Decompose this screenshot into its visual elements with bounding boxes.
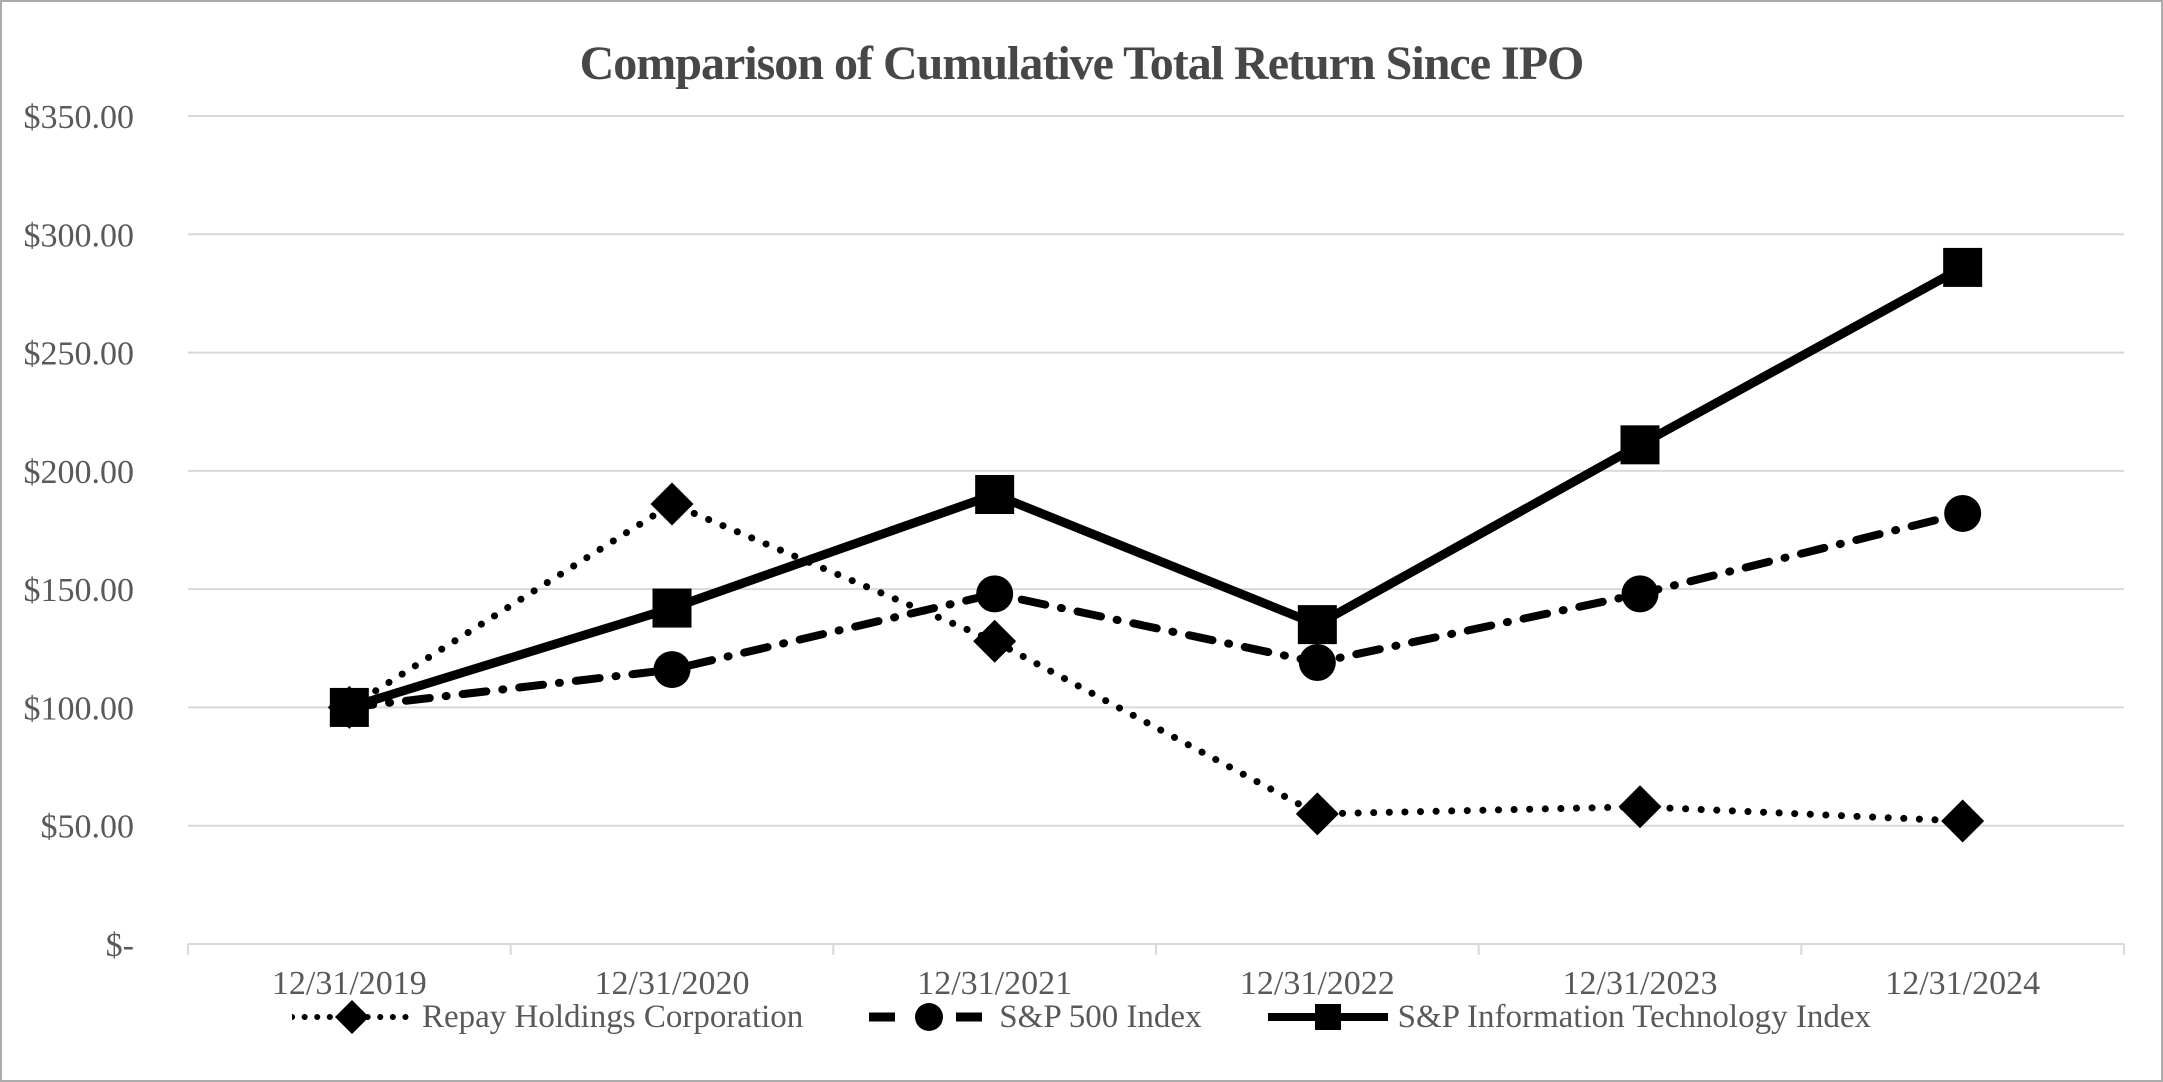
series-line-dash-dot [345, 509, 1967, 712]
data-point-circle [1621, 575, 1659, 613]
x-axis-label: 12/31/2023 [1563, 965, 1718, 1002]
data-point-circle [976, 575, 1014, 613]
data-point-square [1943, 247, 1983, 287]
legend-marker-square [1314, 1004, 1341, 1030]
x-axis-label: 12/31/2022 [1240, 965, 1395, 1002]
legend-label: S&P Information Technology Index [1397, 998, 1871, 1035]
legend-label: S&P 500 Index [999, 998, 1202, 1035]
x-axis-label: 12/31/2019 [272, 965, 427, 1002]
y-axis-label: $50.00 [41, 809, 135, 846]
y-axis-label: $300.00 [24, 217, 135, 254]
data-point-square [1297, 605, 1337, 645]
data-point-circle [1298, 643, 1336, 681]
legend-label: Repay Holdings Corporation [422, 998, 804, 1035]
x-axis-label: 12/31/2024 [1885, 965, 2040, 1002]
y-axis-label: $250.00 [24, 336, 135, 373]
x-axis-label: 12/31/2021 [917, 965, 1072, 1002]
data-point-diamond [1618, 785, 1662, 829]
data-point-square [975, 475, 1015, 515]
y-axis-label: $- [106, 927, 134, 964]
series-line-dotted [345, 500, 1967, 825]
legend-sample-solid [1267, 1004, 1388, 1030]
data-point-diamond [650, 482, 694, 526]
y-axis-label: $150.00 [24, 572, 135, 609]
legend-item: S&P 500 Index [869, 998, 1202, 1036]
data-point-square [652, 588, 692, 628]
legend-sample-dash-dot [869, 1003, 990, 1031]
x-axis-label: 12/31/2020 [595, 965, 750, 1002]
data-point-diamond [973, 619, 1017, 663]
chart-legend: Repay Holdings Corporation S&P 500 Index S… [2, 998, 2161, 1036]
data-point-circle [1944, 494, 1982, 532]
data-point-diamond [1941, 799, 1985, 843]
legend-item: Repay Holdings Corporation [292, 998, 803, 1036]
y-axis-label: $350.00 [24, 99, 135, 136]
chart-title: Comparison of Cumulative Total Return Si… [579, 37, 1585, 90]
data-point-square [329, 687, 369, 727]
data-point-square [1620, 425, 1660, 465]
legend-marker-circle [915, 1003, 944, 1031]
series-line-solid [348, 263, 1965, 712]
y-axis-label: $100.00 [24, 690, 135, 727]
data-point-diamond [1295, 792, 1339, 836]
legend-marker-diamond [335, 1000, 369, 1034]
y-axis-label: $200.00 [24, 454, 135, 491]
data-point-circle [653, 651, 691, 689]
legend-sample-dotted [292, 1000, 412, 1034]
legend-item: S&P Information Technology Index [1267, 998, 1871, 1036]
